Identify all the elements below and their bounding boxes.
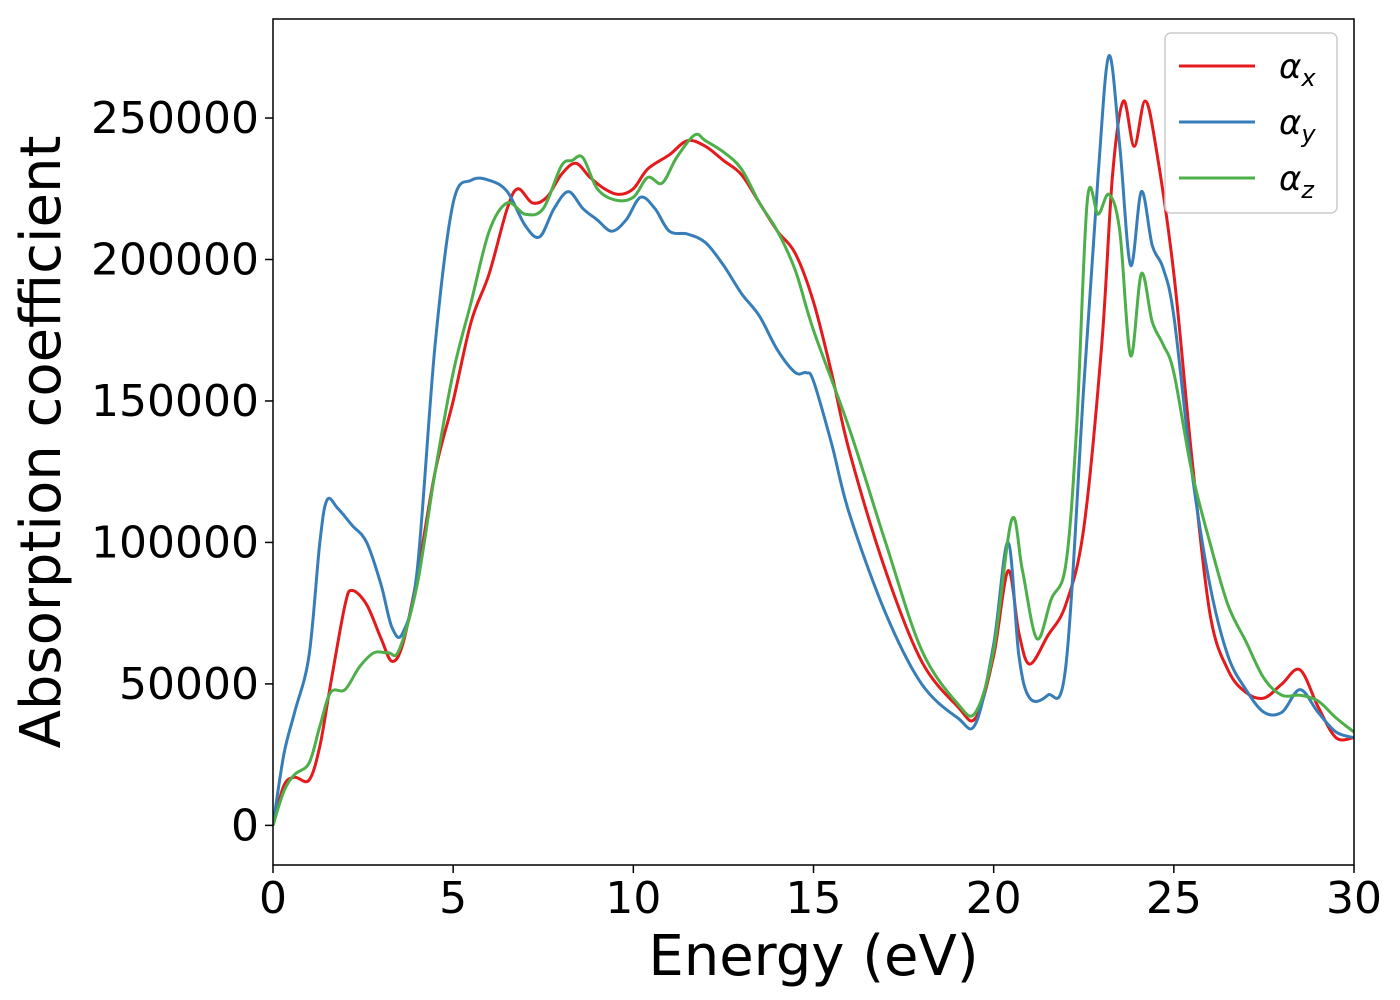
y-tick-label: 250000 [91,93,259,144]
x-tick-label: 20 [966,873,1022,924]
y-axis-ticks: 0 50000 100000 150000 200000 250000 [91,93,273,851]
y-axis-title: Absorption coefficient [9,136,74,749]
series-line-y [273,54,1354,826]
x-tick-label: 10 [605,873,661,924]
legend: αx αy αz [1164,32,1338,214]
x-tick-label: 0 [259,873,287,924]
x-tick-label: 25 [1146,873,1202,924]
x-axis-ticks: 0 5 10 15 20 25 30 [259,865,1382,924]
y-tick-label: 200000 [91,235,259,286]
legend-label-y: αy [1279,103,1316,148]
x-tick-label: 5 [439,873,467,924]
legend-label-z: αz [1279,159,1315,204]
series-layer [273,54,1354,826]
y-tick-label: 100000 [91,517,259,568]
legend-label-x: αx [1279,47,1316,92]
x-tick-label: 30 [1326,873,1382,924]
x-axis-title: Energy (eV) [648,924,978,989]
y-tick-label: 0 [231,800,259,851]
y-tick-label: 50000 [119,659,259,710]
x-tick-label: 15 [786,873,842,924]
series-line-z [273,132,1354,826]
y-tick-label: 150000 [91,376,259,427]
